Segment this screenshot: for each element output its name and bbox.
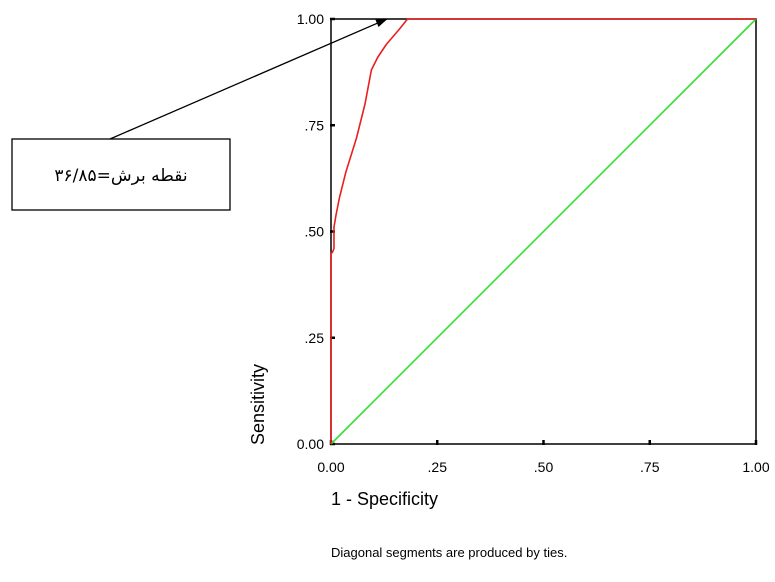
y-tick-label: .25: [305, 330, 325, 346]
annotation-label: نقطه برش=۳۶/۸۵: [54, 166, 187, 186]
x-tick-label: .25: [428, 459, 448, 475]
y-tick-label: 1.00: [297, 11, 324, 27]
annotation-arrow: [109, 18, 388, 140]
x-tick-label: .50: [534, 459, 554, 475]
y-axis-title: Sensitivity: [248, 364, 268, 445]
y-tick-label: .50: [305, 224, 325, 240]
annotation-box: [11, 138, 231, 211]
roc-curve: [330, 18, 756, 444]
series-group: [330, 18, 757, 445]
annotation: نقطه برش=۳۶/۸۵: [11, 18, 388, 211]
y-tick-label: .75: [305, 117, 325, 133]
footnote: Diagonal segments are produced by ties.: [331, 545, 567, 560]
y-tick-label: 0.00: [297, 436, 324, 452]
reference-diagonal: [330, 18, 757, 445]
x-axis-title: 1 - Specificity: [331, 489, 438, 509]
x-tick-label: .75: [640, 459, 660, 475]
y-axis-ticks: 0.00 .25 .50 .75 1.00: [297, 11, 335, 452]
x-axis-ticks: 0.00 .25 .50 .75 1.00: [317, 440, 770, 475]
x-tick-label: 1.00: [742, 459, 769, 475]
x-tick-label: 0.00: [317, 459, 344, 475]
